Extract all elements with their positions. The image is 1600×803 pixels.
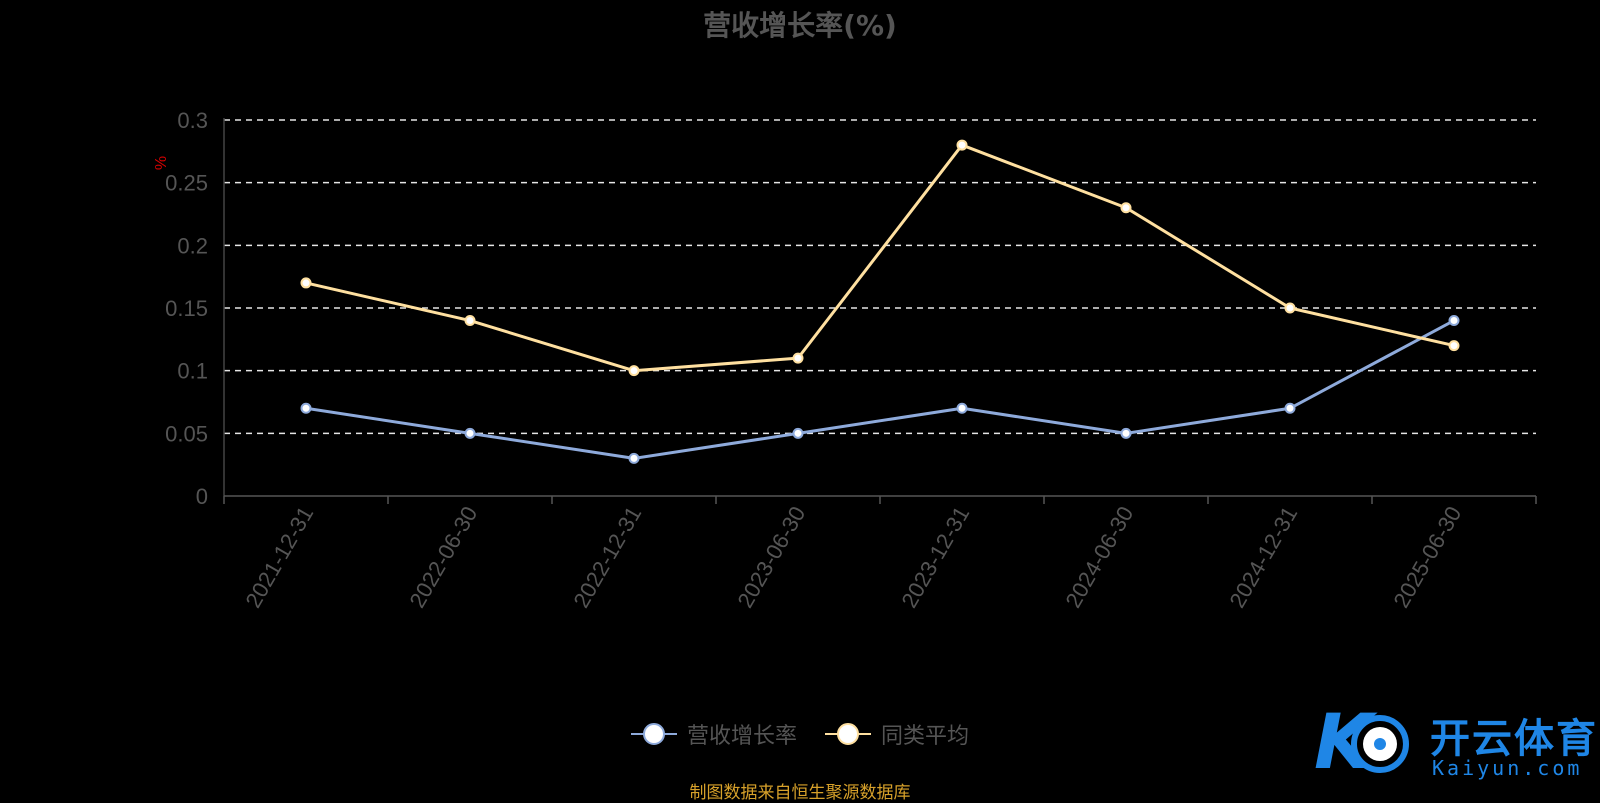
data-point[interactable] — [1284, 402, 1296, 414]
legend-label-series-2: 同类平均 — [881, 724, 970, 749]
legend-item-series-2[interactable]: 同类平均 — [825, 718, 969, 750]
x-tick-label: 2025-06-30 — [1388, 502, 1466, 612]
series-line-1 — [305, 319, 1455, 460]
x-tick-label: 2023-12-31 — [896, 502, 974, 612]
data-point[interactable] — [956, 139, 968, 151]
data-point[interactable] — [1120, 202, 1132, 214]
data-point[interactable] — [792, 427, 804, 439]
y-tick-label: 0.15 — [165, 296, 208, 321]
y-tick-label: 0.1 — [177, 359, 208, 384]
data-point[interactable] — [1448, 340, 1460, 352]
y-tick-label: 0 — [196, 484, 208, 509]
soccer-ball-icon: K — [1314, 700, 1409, 784]
data-point[interactable] — [300, 277, 312, 289]
x-tick-label: 2023-06-30 — [732, 502, 810, 612]
watermark-subtext: Kaiyun.com — [1432, 756, 1583, 780]
y-axis-unit-label: % — [153, 156, 170, 170]
x-tick-label: 2021-12-31 — [240, 502, 318, 612]
y-tick-label: 0.05 — [165, 421, 208, 446]
y-tick-label: 0.25 — [165, 171, 208, 196]
data-point[interactable] — [628, 365, 640, 377]
watermark-logo: K 开云体育 Kaiyun.com — [1310, 700, 1600, 784]
x-tick-label: 2024-12-31 — [1224, 502, 1302, 612]
data-point[interactable] — [792, 352, 804, 364]
chart-title: 营收增长率(%) — [703, 9, 897, 42]
x-tick-label: 2024-06-30 — [1060, 502, 1138, 612]
data-point[interactable] — [1120, 427, 1132, 439]
data-point[interactable] — [300, 402, 312, 414]
data-source-note: 制图数据来自恒生聚源数据库 — [689, 783, 911, 803]
data-point[interactable] — [628, 452, 640, 464]
legend-label-series-1: 营收增长率 — [686, 724, 797, 749]
data-point[interactable] — [1448, 315, 1460, 327]
x-tick-label: 2022-06-30 — [404, 502, 482, 612]
data-point[interactable] — [464, 315, 476, 327]
y-tick-label: 0.2 — [177, 233, 208, 258]
x-tick-label: 2022-12-31 — [568, 502, 646, 612]
chart-legend: 营收增长率 同类平均 — [0, 718, 1600, 750]
legend-swatch-series-2 — [825, 722, 871, 746]
data-point[interactable] — [956, 402, 968, 414]
y-tick-label: 0.3 — [177, 108, 208, 133]
series-line-2 — [305, 143, 1455, 373]
data-point[interactable] — [464, 427, 476, 439]
legend-swatch-series-1 — [630, 722, 677, 746]
legend-item-series-1[interactable]: 营收增长率 — [630, 718, 797, 750]
data-point[interactable] — [1284, 302, 1296, 314]
watermark-text: 开云体育 — [1430, 716, 1598, 762]
